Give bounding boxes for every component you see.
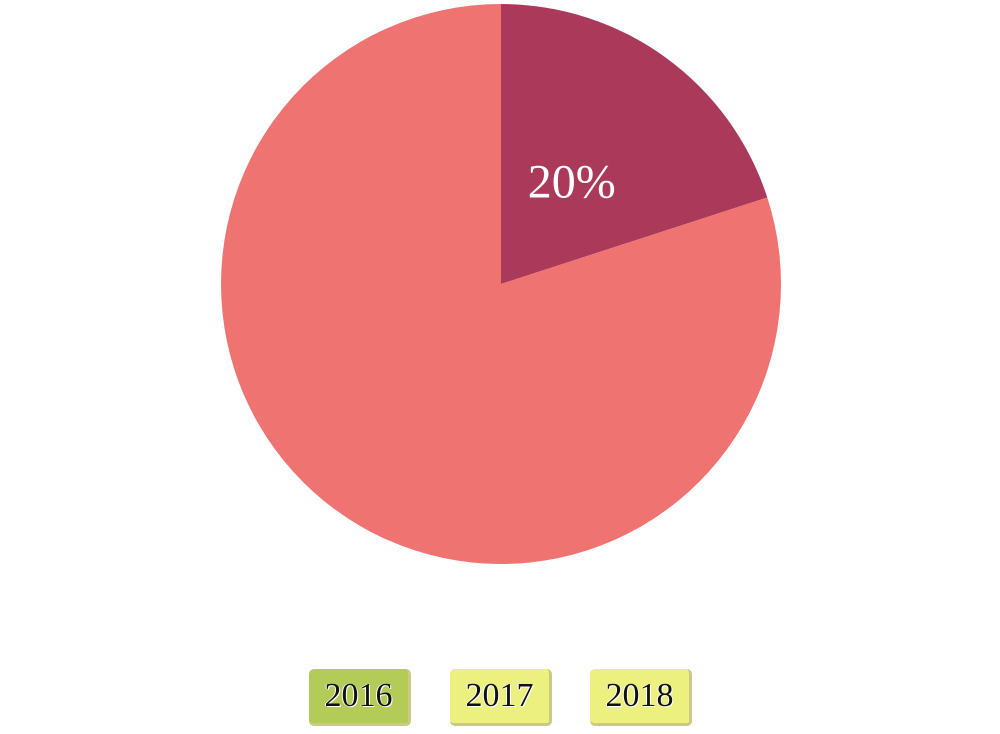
pie-chart: 20% [221, 4, 781, 564]
year-button-label: 2017 [465, 677, 534, 714]
year-selector: 2016 2017 2018 [0, 669, 1000, 729]
pie-slice-1[interactable] [221, 4, 781, 564]
year-button-2016[interactable]: 2016 [309, 669, 411, 726]
year-button-2018[interactable]: 2018 [590, 669, 692, 726]
year-button-2017[interactable]: 2017 [450, 669, 552, 726]
year-button-label: 2018 [605, 677, 674, 714]
year-button-label: 2016 [324, 677, 393, 714]
pie-slice-label: 20% [528, 156, 616, 209]
pie-slice-0[interactable] [501, 4, 768, 284]
